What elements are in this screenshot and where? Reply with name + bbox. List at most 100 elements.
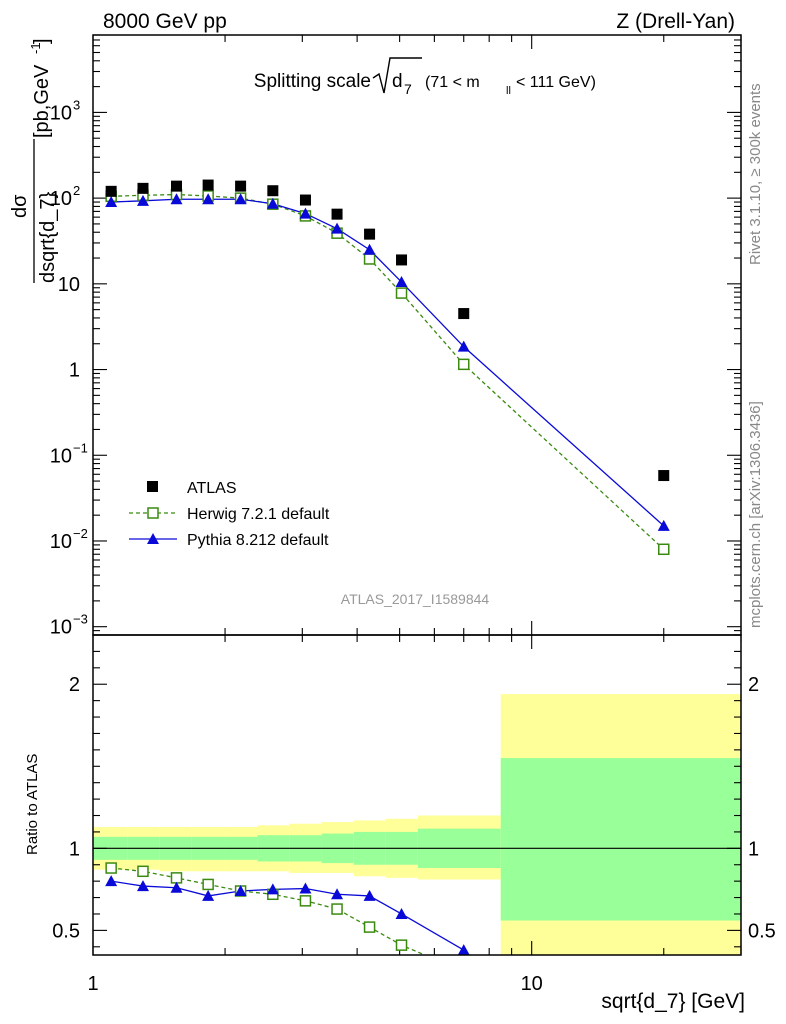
title-symbol: d: [392, 71, 403, 92]
pythia-point: [234, 193, 247, 205]
y-tick-label-0.01: 10 −2: [50, 526, 88, 553]
legend-item-herwig: Herwig 7.2.1 default: [129, 506, 330, 523]
ratio-herwig-point: [331, 903, 343, 915]
ratio-pythia-point: [170, 881, 183, 893]
title-range-end: < 111 GeV): [516, 74, 596, 91]
pythia-point: [266, 197, 279, 209]
legend-item-atlas: ATLAS: [147, 480, 237, 497]
process-label: Z (Drell-Yan): [616, 10, 735, 33]
title-text: Splitting scale: [254, 71, 371, 92]
y-tick-label-10: 10: [58, 274, 80, 296]
atlas-point: [235, 180, 247, 192]
y-tick-base: 1: [69, 360, 80, 382]
y-tick-label-0.001: 10 −3: [50, 612, 88, 639]
ratio-pythia-point: [136, 880, 149, 892]
band-inner-11: [500, 758, 741, 921]
legend-herwig-marker: [147, 507, 159, 519]
atlas-point: [396, 254, 408, 266]
y-tick-exponent: −3: [73, 612, 88, 627]
pythia-line: [111, 198, 665, 527]
herwig-point: [457, 358, 470, 371]
ratio-y-tick-label-left-2: 2: [69, 674, 80, 696]
ylabel-units-sup: -1: [28, 42, 43, 54]
ratio-y-tick-label-right-2: 2: [748, 674, 759, 696]
pythia-point: [657, 519, 670, 531]
title-subscript: 7: [404, 81, 412, 97]
ratio-herwig-point: [170, 872, 183, 884]
legend-pythia-marker: [147, 533, 159, 544]
atlas-point: [202, 179, 214, 191]
y-tick-label-1: 1: [69, 360, 80, 382]
x-axis-label: sqrt{d_7} [GeV]: [601, 990, 745, 1013]
ylabel-denominator: dsqrt{d_7}: [37, 191, 59, 283]
ratio-y-tick-label-right-0.5: 0.5: [748, 920, 776, 942]
atlas-point: [170, 180, 182, 192]
ratio-herwig-point: [105, 862, 117, 874]
atlas-point: [331, 208, 343, 220]
pythia-point: [202, 193, 215, 205]
y-tick-base: 10: [50, 188, 72, 210]
y-tick-base: 10: [50, 102, 72, 124]
atlas-point: [105, 185, 117, 197]
ratio-pythia-point: [457, 944, 470, 955]
y-tick-base: 10: [50, 445, 72, 467]
legend-atlas-label: ATLAS: [187, 480, 237, 497]
atlas-point: [364, 228, 376, 240]
ratio-pythia-point: [331, 888, 344, 900]
ratio-herwig-point: [137, 865, 149, 878]
legend: ATLAS Herwig 7.2.1 default Pythia 8.212 …: [129, 480, 330, 549]
ratio-pythia-point: [363, 889, 376, 901]
ratio-frame: [92, 634, 742, 956]
ratio-herwig-point: [202, 878, 214, 891]
ratio-y-tick-label-right-1: 1: [748, 838, 759, 860]
y-tick-exponent: 3: [73, 97, 80, 112]
main-ylabel: dσ dsqrt{d_7} [pb,GeV -1 ]: [9, 38, 59, 283]
energy-label: 8000 GeV pp: [103, 10, 227, 33]
legend-herwig-label: Herwig 7.2.1 default: [187, 506, 330, 523]
ratio-pythia-point: [105, 875, 118, 887]
ratio-clipped-series: [105, 862, 470, 955]
x-tick-label-10: 10: [521, 973, 543, 995]
atlas-point: [299, 194, 311, 206]
ylabel-numerator: dσ: [9, 194, 31, 218]
main-title: Splitting scale d 7 (71 < m ll < 111 GeV…: [254, 57, 596, 97]
atlas-point: [458, 308, 470, 320]
ratio-herwig-point: [395, 939, 408, 951]
ratio-pythia-line: [111, 880, 465, 951]
pythia-point: [457, 340, 470, 352]
ratio-ylabel: Ratio to ATLAS: [24, 754, 41, 855]
title-range: (71 < m: [425, 74, 480, 91]
y-tick-base: 10: [50, 531, 72, 553]
atlas-point: [658, 470, 670, 482]
ratio-herwig-point: [363, 921, 376, 933]
mcplots-label: mcplots.cern.ch [arXiv:1306.3436]: [747, 401, 764, 628]
herwig-point: [658, 543, 670, 556]
main-series: [105, 179, 670, 556]
ratio-pythia-point: [266, 883, 279, 895]
y-tick-exponent: −2: [73, 526, 88, 541]
ratio-pythia-point: [234, 885, 247, 896]
y-tick-base: 10: [50, 617, 72, 639]
pythia-point: [331, 222, 344, 234]
atlas-point: [137, 182, 149, 194]
ylabel-units-end: ]: [31, 38, 53, 44]
legend-item-pythia: Pythia 8.212 default: [129, 532, 329, 549]
pythia-point: [363, 243, 376, 255]
analysis-watermark: ATLAS_2017_I1589844: [341, 591, 490, 607]
pythia-point: [395, 276, 408, 288]
pythia-point: [170, 193, 183, 205]
ratio-pythia-point: [299, 882, 312, 894]
ratio-pythia-point: [202, 889, 215, 901]
rivet-label: Rivet 3.1.10, ≥ 300k events: [747, 83, 764, 265]
herwig-point: [395, 287, 408, 299]
sqrt-icon: [372, 57, 422, 94]
y-tick-base: 10: [58, 274, 80, 296]
pythia-point: [105, 196, 118, 208]
ratio-y-tick-label-left-1: 1: [69, 838, 80, 860]
pythia-point: [299, 207, 312, 219]
legend-pythia-label: Pythia 8.212 default: [187, 532, 329, 549]
y-tick-label-100: 10 2: [50, 183, 80, 210]
